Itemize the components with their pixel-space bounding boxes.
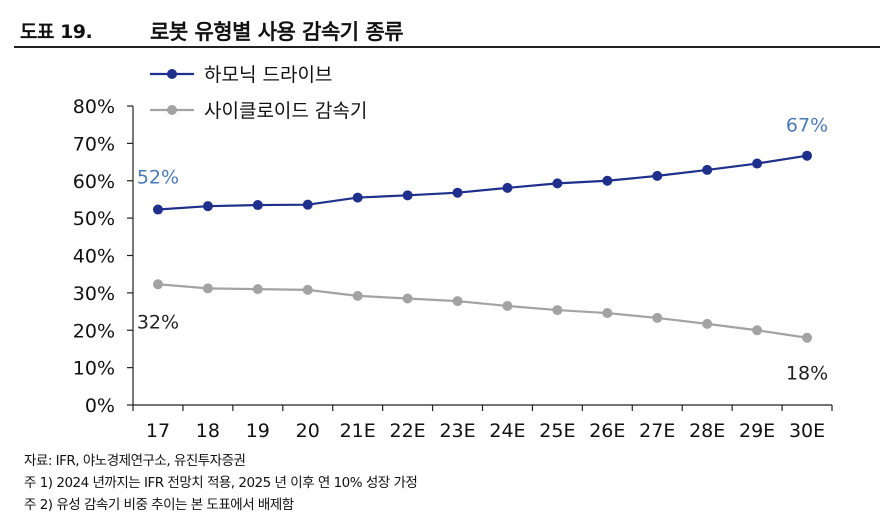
legend-swatch-marker [167,69,177,79]
footnote-1: 주 1) 2024 년까지는 IFR 전망치 적용, 2025 년 이후 연 1… [24,475,418,491]
footnote-2: 주 2) 유성 감속기 비중 추이는 본 도표에서 배제함 [24,497,294,513]
data-point [702,318,713,329]
y-tick-label: 50% [73,208,115,230]
x-tick-label: 23E [439,420,475,442]
data-point [452,187,463,198]
data-point [752,325,763,336]
data-point [402,190,413,201]
data-point [302,199,313,210]
x-tick-label: 29E [739,420,775,442]
data-label: 18% [786,363,828,385]
x-tick-label: 30E [789,420,825,442]
data-point [752,158,763,169]
data-point [652,312,663,323]
x-tick-label: 24E [489,420,525,442]
y-tick-label: 0% [85,395,115,417]
data-point [502,300,513,311]
figure-title: 로봇 유형별 사용 감속기 종류 [150,20,404,44]
data-point [702,164,713,175]
x-tick-label: 20 [296,420,320,442]
y-tick-label: 70% [73,133,115,155]
data-point [602,308,613,319]
data-point [252,200,263,211]
data-point [252,284,263,295]
legend-label: 하모닉 드라이브 [204,64,332,86]
data-point [152,204,163,215]
notes: 자료: IFR, 야노경제연구소, 유진투자증권 주 1) 2024 년까지는 … [24,450,418,516]
data-point [602,175,613,186]
data-point [552,178,563,189]
x-tick-label: 17 [146,420,170,442]
y-tick-label: 20% [73,320,115,342]
data-point [452,296,463,307]
x-tick-label: 27E [639,420,675,442]
line-chart: 0% 10% 20% 30% 40% 50% 60% 70% 80% 17 18 19 20 21E 22E… [73,64,833,442]
data-point [352,192,363,203]
data-point [402,293,413,304]
data-point [352,290,363,301]
data-label: 32% [137,311,179,333]
figure-header: 도표 19. 로봇 유형별 사용 감속기 종류 [14,8,880,48]
x-tick-label: 18 [196,420,220,442]
figure-number: 도표 19. [20,21,93,43]
x-tick-label: 21E [340,420,376,442]
y-tick-label: 30% [73,283,115,305]
data-label: 67% [786,115,828,137]
y-tick-label: 80% [73,96,115,118]
data-point [202,283,213,294]
x-tick-label: 19 [246,420,270,442]
y-tick-label: 10% [73,358,115,380]
x-tick-label: 28E [689,420,725,442]
legend-label: 사이클로이드 감속기 [204,100,367,122]
data-point [802,150,813,161]
y-tick-label: 60% [73,171,115,193]
x-tick-label: 26E [589,420,625,442]
x-tick-label: 25E [539,420,575,442]
source-note: 자료: IFR, 야노경제연구소, 유진투자증권 [24,453,246,469]
data-point [502,182,513,193]
series-line-1 [157,154,808,211]
data-point [202,201,213,212]
header-divider [14,46,880,48]
data-point [802,332,813,343]
data-point [152,279,163,290]
x-tick-label: 22E [390,420,426,442]
data-label: 52% [137,167,179,189]
data-point [552,305,563,316]
series-line-2 [157,283,808,339]
data-point [652,170,663,181]
data-point [302,284,313,295]
y-tick-label: 40% [73,246,115,268]
legend-swatch-marker [167,105,177,115]
